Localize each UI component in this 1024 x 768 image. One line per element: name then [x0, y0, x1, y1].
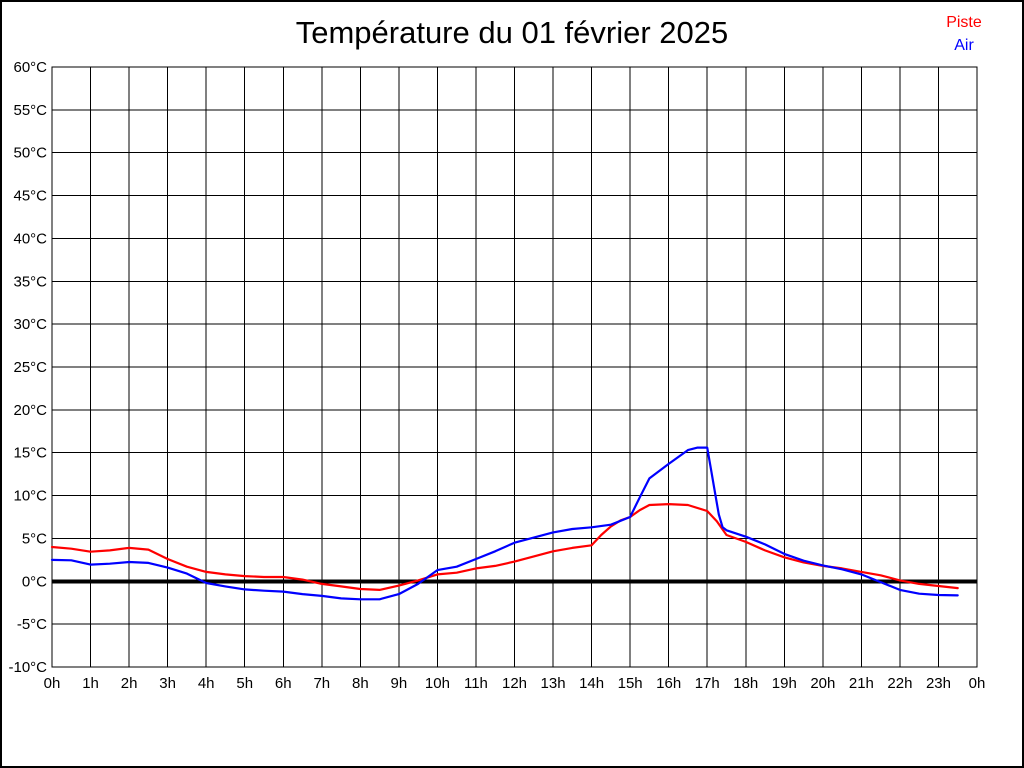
- x-tick-label: 14h: [579, 675, 604, 692]
- series-line-piste: [50, 503, 959, 592]
- x-tick-label: 0h: [969, 675, 986, 692]
- x-tick-label: 0h: [44, 675, 61, 692]
- y-tick-label: 10°C: [13, 488, 47, 505]
- x-tick-label: 20h: [810, 675, 835, 692]
- y-tick-label: 50°C: [13, 145, 47, 162]
- y-tick-label: 25°C: [13, 359, 47, 376]
- y-tick-label: 40°C: [13, 230, 47, 247]
- y-tick-label: 45°C: [13, 188, 47, 205]
- x-tick-label: 17h: [695, 675, 720, 692]
- y-tick-label: 55°C: [13, 102, 47, 119]
- x-tick-label: 2h: [121, 675, 138, 692]
- x-tick-label: 22h: [887, 675, 912, 692]
- x-tick-label: 5h: [236, 675, 253, 692]
- x-tick-label: 6h: [275, 675, 292, 692]
- x-tick-label: 19h: [772, 675, 797, 692]
- legend-item-piste: Piste: [946, 14, 982, 31]
- x-tick-label: 1h: [82, 675, 99, 692]
- y-tick-label: 5°C: [22, 530, 47, 547]
- plot-frame: [51, 66, 978, 668]
- x-tick-label: 12h: [502, 675, 527, 692]
- y-tick-label: 15°C: [13, 445, 47, 462]
- series-line-air: [50, 446, 959, 601]
- y-tick-label: -5°C: [17, 616, 47, 633]
- x-tick-label: 21h: [849, 675, 874, 692]
- x-tick-label: 11h: [464, 675, 488, 692]
- legend-item-air: Air: [954, 37, 974, 54]
- y-tick-label: 30°C: [13, 316, 47, 333]
- x-tick-label: 8h: [352, 675, 369, 692]
- chart-title: Température du 01 février 2025: [295, 15, 729, 50]
- x-tick-label: 9h: [391, 675, 408, 692]
- chart-legend: Piste Air: [932, 11, 996, 57]
- y-tick-label: -10°C: [8, 659, 47, 676]
- x-tick-label: 3h: [159, 675, 176, 692]
- x-tick-label: 16h: [656, 675, 681, 692]
- y-tick-label: 60°C: [13, 59, 47, 76]
- x-tick-label: 15h: [618, 675, 643, 692]
- x-tick-label: 13h: [541, 675, 566, 692]
- x-tick-label: 4h: [198, 675, 215, 692]
- x-tick-label: 7h: [313, 675, 330, 692]
- y-tick-label: 0°C: [22, 573, 47, 590]
- x-tick-label: 23h: [926, 675, 951, 692]
- x-tick-label: 10h: [425, 675, 450, 692]
- y-tick-label: 35°C: [13, 273, 47, 290]
- x-tick-label: 18h: [733, 675, 758, 692]
- y-tick-label: 20°C: [13, 402, 47, 419]
